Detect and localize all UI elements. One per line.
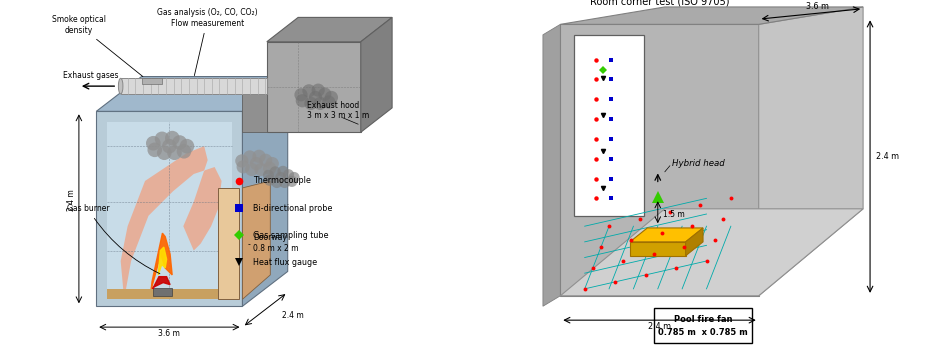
Circle shape — [250, 157, 263, 170]
Text: Heat flux gauge: Heat flux gauge — [252, 258, 317, 267]
Polygon shape — [242, 77, 287, 306]
Text: 1.5 m: 1.5 m — [663, 209, 685, 219]
Circle shape — [254, 163, 268, 176]
Bar — [219, 188, 239, 299]
Bar — [141, 78, 162, 84]
Circle shape — [154, 132, 170, 146]
Circle shape — [269, 166, 281, 177]
Circle shape — [148, 143, 162, 157]
Polygon shape — [543, 24, 560, 306]
Text: Gas analysis (O₂, CO, CO₂)
Flow measurement: Gas analysis (O₂, CO, CO₂) Flow measurem… — [157, 8, 258, 76]
Text: Doorway
0.8 m x 2 m: Doorway 0.8 m x 2 m — [252, 233, 299, 253]
Circle shape — [266, 157, 279, 170]
FancyBboxPatch shape — [655, 308, 752, 343]
Polygon shape — [121, 78, 267, 94]
Circle shape — [177, 144, 191, 159]
Polygon shape — [361, 17, 392, 132]
Circle shape — [296, 94, 309, 107]
Text: Exhaust hood
3 m x 3 m x 1 m: Exhaust hood 3 m x 3 m x 1 m — [307, 101, 369, 120]
Circle shape — [165, 131, 180, 145]
Circle shape — [288, 172, 300, 183]
Text: 2.4 m: 2.4 m — [67, 189, 75, 211]
Polygon shape — [158, 247, 167, 275]
Circle shape — [236, 154, 249, 167]
Circle shape — [264, 175, 275, 186]
Circle shape — [279, 177, 290, 188]
Circle shape — [283, 169, 294, 180]
Polygon shape — [106, 289, 232, 299]
Polygon shape — [267, 42, 361, 132]
Circle shape — [325, 91, 338, 104]
Polygon shape — [242, 94, 267, 132]
Circle shape — [312, 84, 325, 97]
Polygon shape — [686, 228, 703, 256]
Circle shape — [157, 145, 171, 160]
Circle shape — [314, 97, 327, 110]
Circle shape — [180, 139, 194, 153]
Polygon shape — [96, 111, 242, 306]
Text: Smoke optical
density: Smoke optical density — [52, 15, 143, 77]
Polygon shape — [267, 17, 392, 42]
Circle shape — [243, 150, 256, 164]
Circle shape — [236, 160, 250, 173]
Polygon shape — [560, 209, 863, 296]
Circle shape — [322, 95, 335, 109]
Polygon shape — [758, 7, 863, 296]
Circle shape — [263, 161, 276, 175]
Text: Hybrid head: Hybrid head — [672, 159, 724, 168]
Circle shape — [318, 87, 332, 101]
Polygon shape — [153, 277, 171, 289]
Circle shape — [286, 176, 298, 187]
Polygon shape — [560, 24, 758, 296]
Bar — [575, 35, 644, 216]
Text: Thermocouple: Thermocouple — [252, 176, 311, 185]
Text: Bi-directional probe: Bi-directional probe — [252, 204, 333, 213]
Circle shape — [172, 135, 187, 150]
Circle shape — [271, 177, 283, 188]
Polygon shape — [242, 181, 270, 299]
Bar — [153, 288, 171, 296]
Circle shape — [162, 139, 177, 153]
Circle shape — [304, 97, 317, 110]
Polygon shape — [630, 242, 686, 256]
Circle shape — [259, 154, 272, 167]
Circle shape — [263, 170, 274, 181]
Polygon shape — [121, 146, 221, 299]
Text: Room corner test (ISO 9705): Room corner test (ISO 9705) — [590, 0, 729, 6]
Circle shape — [167, 145, 182, 160]
Polygon shape — [560, 7, 863, 24]
Text: Pool fire fan: Pool fire fan — [674, 315, 732, 324]
Polygon shape — [152, 233, 172, 289]
Text: Exhaust gases: Exhaust gases — [63, 71, 119, 80]
Ellipse shape — [119, 78, 122, 94]
Circle shape — [309, 91, 322, 104]
Polygon shape — [96, 77, 287, 111]
Circle shape — [277, 166, 288, 177]
Circle shape — [302, 84, 316, 97]
Text: 2.4 m: 2.4 m — [648, 322, 671, 331]
Text: 3.6 m: 3.6 m — [158, 329, 180, 338]
Text: 2.4 m: 2.4 m — [283, 311, 304, 321]
Circle shape — [275, 172, 286, 183]
Circle shape — [295, 88, 308, 101]
Text: Gas burner: Gas burner — [67, 204, 160, 274]
Polygon shape — [106, 122, 232, 299]
Circle shape — [245, 163, 258, 176]
Text: 2.4 m: 2.4 m — [876, 152, 900, 161]
Circle shape — [146, 136, 160, 151]
Text: 0.785 m  x 0.785 m: 0.785 m x 0.785 m — [658, 328, 748, 337]
Text: 3.6 m: 3.6 m — [806, 2, 829, 11]
Polygon shape — [630, 228, 703, 242]
Circle shape — [252, 150, 266, 163]
Text: Gas sampling tube: Gas sampling tube — [252, 231, 329, 240]
